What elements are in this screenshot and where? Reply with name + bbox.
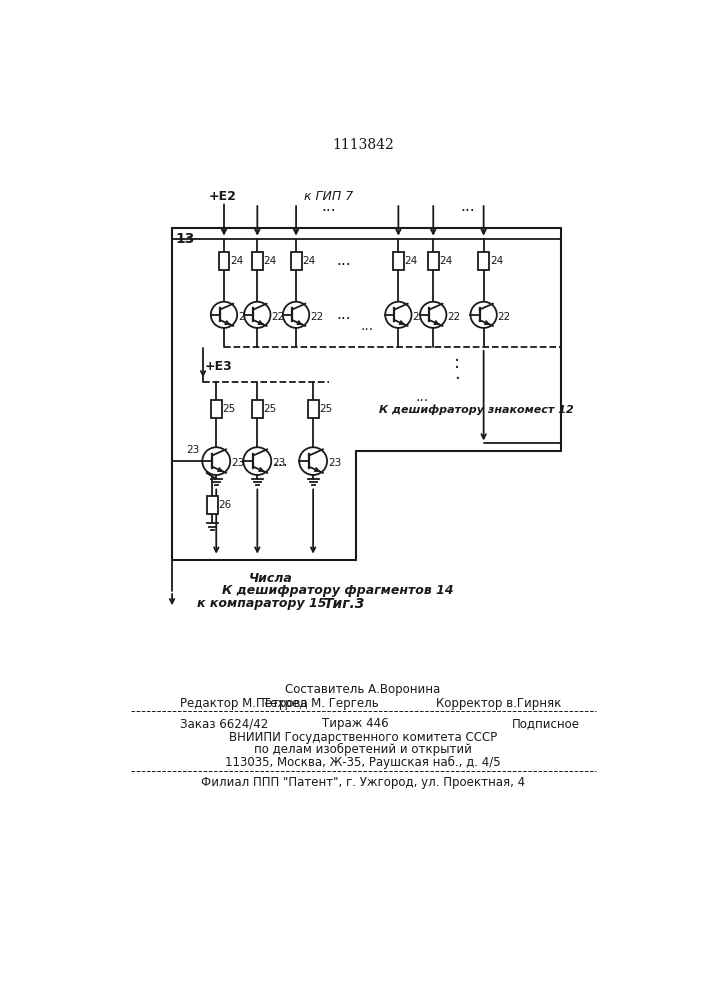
Text: Τиг.3: Τиг.3 bbox=[323, 597, 365, 611]
Text: .: . bbox=[454, 365, 460, 383]
Text: Филиал ППП "Патент", г. Ужгород, ул. Проектная, 4: Филиал ППП "Патент", г. Ужгород, ул. Про… bbox=[201, 776, 525, 789]
Bar bbox=[211, 400, 222, 418]
Text: +E2: +E2 bbox=[209, 190, 236, 204]
Text: 22: 22 bbox=[498, 312, 511, 322]
Text: к ГИП 7: к ГИП 7 bbox=[304, 190, 354, 204]
Text: 24: 24 bbox=[303, 256, 315, 266]
Bar bbox=[291, 252, 301, 270]
Text: 24: 24 bbox=[490, 256, 503, 266]
Text: 24: 24 bbox=[230, 256, 243, 266]
Text: 23: 23 bbox=[328, 458, 341, 468]
Text: по делам изобретений и открытий: по делам изобретений и открытий bbox=[254, 743, 472, 756]
Text: ...: ... bbox=[337, 307, 351, 322]
Circle shape bbox=[202, 447, 230, 475]
Text: 26: 26 bbox=[218, 500, 232, 510]
Text: 22: 22 bbox=[238, 312, 251, 322]
Text: 25: 25 bbox=[223, 404, 235, 414]
Text: Техред М. Гергель: Техред М. Гергель bbox=[263, 697, 379, 710]
Text: ...: ... bbox=[415, 390, 428, 404]
Text: :: : bbox=[453, 354, 460, 372]
Bar bbox=[252, 400, 263, 418]
Text: ...: ... bbox=[274, 454, 288, 469]
Circle shape bbox=[283, 302, 309, 328]
Circle shape bbox=[299, 447, 327, 475]
Circle shape bbox=[243, 447, 271, 475]
Text: Заказ 6624/42: Заказ 6624/42 bbox=[180, 717, 268, 730]
Text: к компаратору 15: к компаратору 15 bbox=[197, 597, 327, 610]
Text: 1113842: 1113842 bbox=[332, 138, 394, 152]
Text: Редактор М.Петрова: Редактор М.Петрова bbox=[180, 697, 308, 710]
Text: К дешифратору знакомест 12: К дешифратору знакомест 12 bbox=[379, 404, 574, 415]
Text: ...: ... bbox=[321, 199, 336, 214]
Circle shape bbox=[211, 302, 237, 328]
Circle shape bbox=[470, 302, 497, 328]
Text: ВНИИПИ Государственного комитета СССР: ВНИИПИ Государственного комитета СССР bbox=[228, 731, 497, 744]
Text: +E3: +E3 bbox=[204, 360, 233, 373]
Text: 113035, Москва, Ж-35, Раушская наб., д. 4/5: 113035, Москва, Ж-35, Раушская наб., д. … bbox=[225, 756, 501, 769]
Bar bbox=[218, 252, 230, 270]
Text: 24: 24 bbox=[440, 256, 452, 266]
Circle shape bbox=[385, 302, 411, 328]
Circle shape bbox=[420, 302, 446, 328]
Text: 24: 24 bbox=[264, 256, 276, 266]
Text: ...: ... bbox=[337, 253, 351, 268]
Text: Составитель А.Воронина: Составитель А.Воронина bbox=[285, 683, 440, 696]
Text: 22: 22 bbox=[412, 312, 426, 322]
Text: 23: 23 bbox=[231, 458, 244, 468]
Text: ...: ... bbox=[361, 319, 374, 333]
Bar bbox=[252, 252, 263, 270]
Text: 25: 25 bbox=[264, 404, 276, 414]
Text: Числа: Числа bbox=[249, 572, 293, 585]
Bar bbox=[207, 496, 218, 514]
Circle shape bbox=[244, 302, 271, 328]
Text: 25: 25 bbox=[320, 404, 332, 414]
Bar bbox=[478, 252, 489, 270]
Text: Подписное: Подписное bbox=[512, 717, 580, 730]
Text: 23: 23 bbox=[186, 445, 199, 455]
Text: 23: 23 bbox=[272, 458, 286, 468]
Text: К дешифратору фрагментов 14: К дешифратору фрагментов 14 bbox=[222, 584, 453, 597]
Text: ...: ... bbox=[461, 199, 475, 214]
Text: 22: 22 bbox=[271, 312, 284, 322]
Bar bbox=[428, 252, 438, 270]
Bar bbox=[393, 252, 404, 270]
Text: 24: 24 bbox=[404, 256, 418, 266]
Text: 22: 22 bbox=[448, 312, 460, 322]
Text: 22: 22 bbox=[310, 312, 323, 322]
Bar bbox=[308, 400, 319, 418]
Text: Тираж 446: Тираж 446 bbox=[322, 717, 389, 730]
Text: 13: 13 bbox=[175, 232, 194, 246]
Text: Корректор в.Гирняк: Корректор в.Гирняк bbox=[436, 697, 562, 710]
